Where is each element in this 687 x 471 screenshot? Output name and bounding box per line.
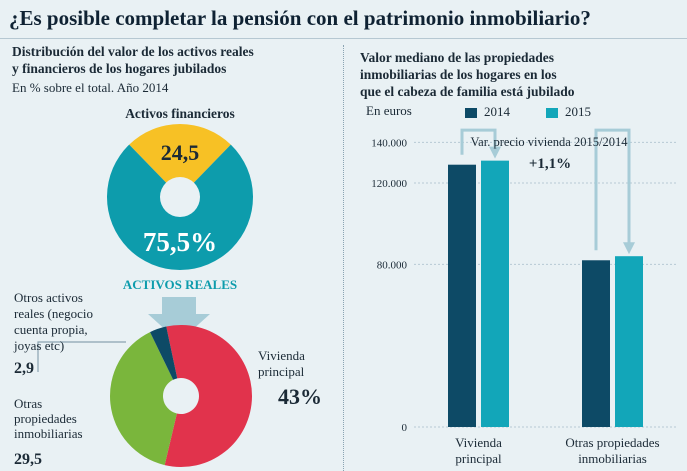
label-financieros-value: 24,5 xyxy=(161,140,200,165)
slice-otras-propiedades xyxy=(110,332,177,466)
value-otras-propiedades: 29,5 xyxy=(14,451,42,468)
label-otros-activos: cuenta propia, xyxy=(14,322,88,337)
title-rule xyxy=(0,38,687,39)
left-title-line2: y financieros de los hogares jubilados xyxy=(12,61,227,76)
x-category-label: Otras propiedades xyxy=(565,435,659,450)
variation-arrow-icon xyxy=(594,128,635,255)
x-category-label: inmobiliarias xyxy=(578,451,647,466)
y-tick-label: 140.000 xyxy=(371,137,407,149)
label-vivienda-principal: principal xyxy=(258,364,305,379)
units-label: En euros xyxy=(366,103,412,118)
y-tick-label: 80.000 xyxy=(377,259,408,271)
legend-label-2015: 2015 xyxy=(565,104,591,119)
label-vivienda-principal: Vivienda xyxy=(258,348,305,363)
right-title-line1: Valor mediano de las propiedades xyxy=(360,50,555,65)
label-otras-propiedades: inmobiliarias xyxy=(14,426,83,441)
legend-swatch-2014 xyxy=(465,108,477,118)
label-otros-activos: reales (negocio xyxy=(14,306,93,321)
bar-2015-0 xyxy=(481,160,509,427)
slice-vivienda-principal xyxy=(164,325,252,467)
label-reales-value: 75,5% xyxy=(143,227,217,257)
y-tick-label: 0 xyxy=(402,422,408,434)
x-category-label: principal xyxy=(455,451,502,466)
legend-label-2014: 2014 xyxy=(484,104,510,119)
slice-activos-financieros xyxy=(129,124,231,183)
bar-2014-1 xyxy=(582,260,610,427)
var-label: Var. precio vivienda 2015/2014 xyxy=(471,135,629,149)
y-tick-label: 120.000 xyxy=(371,178,407,190)
label-otros-activos: joyas etc) xyxy=(13,338,64,353)
label-otras-propiedades: propiedades xyxy=(14,411,77,426)
bar-2014-0 xyxy=(448,164,476,427)
x-category-label: Vivienda xyxy=(455,435,502,450)
slice-otros-activos-reales xyxy=(150,326,178,380)
panel-divider xyxy=(343,45,344,471)
left-title-line1: Distribución del valor de los activos re… xyxy=(12,44,254,59)
legend-swatch-2015 xyxy=(546,108,558,118)
right-title-line2: inmobiliarias de los hogares en los xyxy=(360,67,557,82)
var-value: +1,1% xyxy=(529,156,571,172)
label-otras-propiedades: Otras xyxy=(14,396,42,411)
value-vivienda-principal: 43% xyxy=(278,384,322,409)
right-title-line3: que el cabeza de familia está jubilado xyxy=(360,84,575,99)
label-financieros-name: Activos financieros xyxy=(125,106,235,121)
main-title: ¿Es posible completar la pensión con el … xyxy=(9,6,591,30)
left-subtitle: En % sobre el total. Año 2014 xyxy=(12,80,169,95)
label-otros-activos: Otros activos xyxy=(14,290,83,305)
variation-arrow-icon xyxy=(460,128,501,159)
down-arrow-icon xyxy=(148,297,210,342)
leader-line-otros xyxy=(37,341,126,372)
label-reales-name: ACTIVOS REALES xyxy=(123,277,237,292)
bar-2015-1 xyxy=(615,256,643,427)
value-otros-activos: 2,9 xyxy=(14,360,34,377)
slice-activos-reales xyxy=(106,144,253,270)
